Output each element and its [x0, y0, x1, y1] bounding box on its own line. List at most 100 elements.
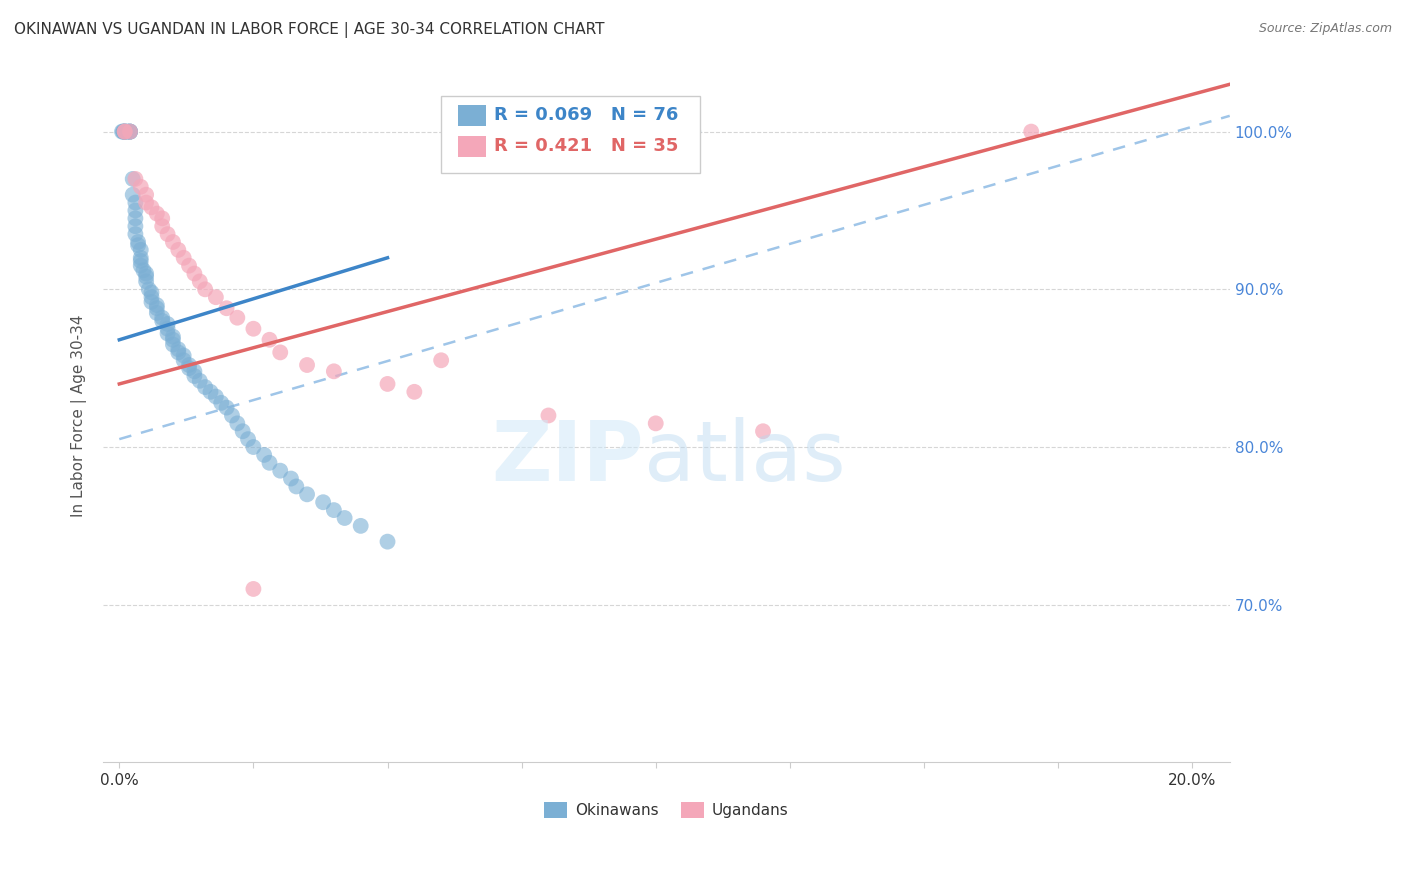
Point	[377, 376, 399, 391]
Text: OKINAWAN VS UGANDAN IN LABOR FORCE | AGE 30-34 CORRELATION CHART: OKINAWAN VS UGANDAN IN LABOR FORCE | AGE…	[14, 22, 605, 38]
Point	[150, 310, 173, 325]
Point	[150, 314, 173, 328]
Text: Source: ZipAtlas.com: Source: ZipAtlas.com	[1258, 22, 1392, 36]
Point	[242, 582, 264, 596]
Point	[167, 345, 190, 359]
Point	[205, 390, 228, 404]
Point	[236, 432, 259, 446]
Point	[194, 282, 217, 296]
Point	[117, 125, 139, 139]
Point	[146, 301, 169, 316]
Point	[333, 511, 356, 525]
Point	[121, 187, 143, 202]
Point	[682, 125, 704, 139]
Point	[141, 294, 163, 309]
Point	[118, 125, 141, 139]
Point	[118, 125, 141, 139]
Point	[127, 235, 149, 249]
Point	[135, 187, 157, 202]
Point	[537, 409, 560, 423]
Point	[124, 172, 146, 186]
Point	[173, 353, 195, 368]
Point	[117, 125, 139, 139]
Point	[135, 195, 157, 210]
Point	[118, 125, 141, 139]
Point	[209, 396, 232, 410]
Point	[114, 125, 136, 139]
Point	[177, 361, 200, 376]
Point	[146, 206, 169, 220]
Point	[188, 374, 211, 388]
Point	[114, 125, 136, 139]
Point	[269, 464, 291, 478]
Point	[194, 380, 217, 394]
Point	[350, 519, 373, 533]
Point	[146, 306, 169, 320]
Point	[259, 333, 281, 347]
Point	[114, 125, 136, 139]
Text: atlas: atlas	[644, 417, 845, 498]
Point	[156, 322, 179, 336]
Point	[112, 125, 135, 139]
Point	[156, 317, 179, 331]
Point	[129, 251, 152, 265]
Point	[150, 211, 173, 226]
Point	[377, 534, 399, 549]
Bar	[458, 105, 486, 126]
Point	[177, 358, 200, 372]
Point	[141, 200, 163, 214]
Point	[205, 290, 228, 304]
Point	[135, 274, 157, 288]
Point	[183, 267, 205, 281]
Point	[242, 440, 264, 454]
Point	[124, 203, 146, 218]
Point	[752, 424, 775, 438]
Point	[121, 172, 143, 186]
Point	[156, 227, 179, 241]
Text: ZIP: ZIP	[492, 417, 644, 498]
Point	[114, 125, 136, 139]
Point	[215, 301, 238, 316]
Point	[312, 495, 335, 509]
Point	[430, 353, 453, 368]
Point	[146, 298, 169, 312]
Point	[141, 285, 163, 300]
Point	[259, 456, 281, 470]
Point	[135, 269, 157, 284]
Point	[1019, 125, 1042, 139]
Point	[188, 274, 211, 288]
Point	[118, 125, 141, 139]
Point	[114, 125, 136, 139]
Text: R = 0.421   N = 35: R = 0.421 N = 35	[494, 136, 679, 154]
Point	[404, 384, 426, 399]
Point	[114, 125, 136, 139]
Legend: Okinawans, Ugandans: Okinawans, Ugandans	[538, 796, 794, 824]
Point	[280, 472, 302, 486]
Point	[162, 235, 184, 249]
Y-axis label: In Labor Force | Age 30-34: In Labor Force | Age 30-34	[72, 314, 87, 516]
Point	[221, 409, 243, 423]
Point	[644, 417, 666, 431]
Point	[285, 479, 308, 493]
Point	[129, 243, 152, 257]
Point	[112, 125, 135, 139]
Bar	[458, 136, 486, 157]
Point	[232, 424, 254, 438]
Point	[162, 337, 184, 351]
Point	[162, 333, 184, 347]
Point	[226, 417, 249, 431]
Point	[129, 254, 152, 268]
Point	[111, 125, 134, 139]
Point	[124, 219, 146, 234]
Point	[124, 211, 146, 226]
Point	[167, 243, 190, 257]
Point	[132, 263, 155, 277]
Point	[138, 282, 160, 296]
Point	[173, 251, 195, 265]
Point	[150, 219, 173, 234]
Point	[129, 179, 152, 194]
Point	[253, 448, 276, 462]
Point	[295, 487, 318, 501]
Point	[183, 364, 205, 378]
Point	[167, 343, 190, 357]
